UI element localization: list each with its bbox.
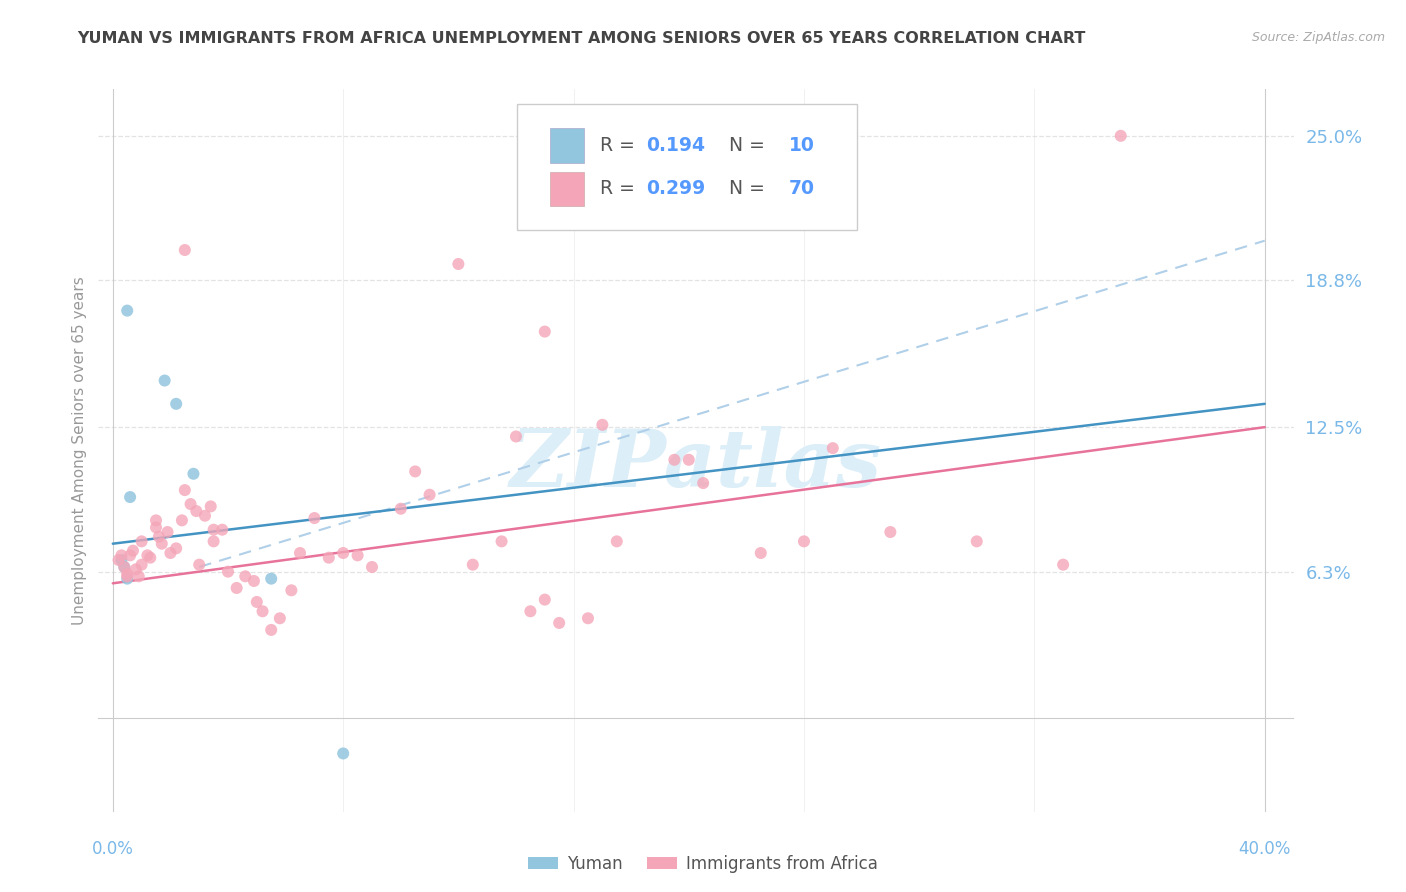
Point bbox=[318, 550, 340, 565]
Text: 10: 10 bbox=[789, 136, 815, 155]
Point bbox=[217, 565, 239, 579]
Point bbox=[447, 257, 470, 271]
Text: 0.0%: 0.0% bbox=[91, 839, 134, 858]
Point bbox=[145, 513, 167, 527]
Text: 0.299: 0.299 bbox=[645, 179, 704, 198]
Point bbox=[404, 465, 426, 479]
Text: N =: N = bbox=[717, 136, 772, 155]
FancyBboxPatch shape bbox=[550, 128, 583, 163]
Text: R =: R = bbox=[600, 179, 641, 198]
Point bbox=[1052, 558, 1074, 572]
Point bbox=[150, 537, 173, 551]
Point bbox=[188, 558, 211, 572]
Text: ZIPatlas: ZIPatlas bbox=[510, 426, 882, 504]
Point bbox=[110, 549, 132, 563]
Point bbox=[225, 581, 247, 595]
Point bbox=[269, 611, 291, 625]
FancyBboxPatch shape bbox=[550, 171, 583, 206]
Point bbox=[879, 524, 901, 539]
Point bbox=[243, 574, 266, 588]
Point bbox=[180, 497, 202, 511]
Point bbox=[260, 623, 283, 637]
Point bbox=[288, 546, 311, 560]
Point bbox=[115, 569, 138, 583]
Point bbox=[252, 604, 274, 618]
Point bbox=[202, 534, 225, 549]
Point bbox=[112, 560, 135, 574]
Point bbox=[122, 543, 145, 558]
Point bbox=[128, 569, 150, 583]
Point bbox=[678, 452, 700, 467]
Point bbox=[115, 303, 138, 318]
Point bbox=[211, 523, 233, 537]
Legend: Yuman, Immigrants from Africa: Yuman, Immigrants from Africa bbox=[522, 848, 884, 880]
Point bbox=[145, 520, 167, 534]
Point bbox=[332, 747, 354, 761]
Point bbox=[148, 530, 170, 544]
Text: Source: ZipAtlas.com: Source: ZipAtlas.com bbox=[1251, 31, 1385, 45]
Point bbox=[120, 490, 142, 504]
Point bbox=[304, 511, 326, 525]
Point bbox=[692, 476, 714, 491]
Point bbox=[749, 546, 772, 560]
Point bbox=[153, 374, 176, 388]
Point bbox=[1109, 128, 1132, 143]
Point bbox=[173, 483, 195, 497]
Point bbox=[576, 611, 599, 625]
Text: 70: 70 bbox=[789, 179, 815, 198]
Text: YUMAN VS IMMIGRANTS FROM AFRICA UNEMPLOYMENT AMONG SENIORS OVER 65 YEARS CORRELA: YUMAN VS IMMIGRANTS FROM AFRICA UNEMPLOY… bbox=[77, 31, 1085, 46]
Point bbox=[131, 534, 153, 549]
Point bbox=[505, 429, 527, 443]
Point bbox=[115, 572, 138, 586]
Y-axis label: Unemployment Among Seniors over 65 years: Unemployment Among Seniors over 65 years bbox=[72, 277, 87, 624]
Point bbox=[131, 558, 153, 572]
Point bbox=[112, 560, 135, 574]
Point bbox=[170, 513, 193, 527]
Point bbox=[461, 558, 484, 572]
FancyBboxPatch shape bbox=[517, 103, 858, 230]
Point bbox=[156, 524, 179, 539]
Point bbox=[332, 546, 354, 560]
Text: 0.194: 0.194 bbox=[645, 136, 704, 155]
Point bbox=[346, 549, 368, 563]
Point bbox=[186, 504, 208, 518]
Point bbox=[821, 441, 844, 455]
Point bbox=[173, 243, 195, 257]
Point bbox=[361, 560, 384, 574]
Point bbox=[200, 500, 222, 514]
Point bbox=[120, 549, 142, 563]
Point bbox=[125, 562, 148, 576]
Point bbox=[110, 553, 132, 567]
Point bbox=[194, 508, 217, 523]
Point bbox=[491, 534, 513, 549]
Text: N =: N = bbox=[717, 179, 772, 198]
Point bbox=[139, 550, 162, 565]
Point bbox=[548, 615, 571, 630]
Point bbox=[280, 583, 302, 598]
Point bbox=[533, 325, 555, 339]
Point bbox=[591, 417, 613, 432]
Point bbox=[233, 569, 256, 583]
Point bbox=[246, 595, 269, 609]
Point bbox=[389, 501, 412, 516]
Point bbox=[966, 534, 988, 549]
Point bbox=[165, 397, 187, 411]
Point bbox=[165, 541, 187, 556]
Point bbox=[606, 534, 628, 549]
Point bbox=[202, 523, 225, 537]
Text: 40.0%: 40.0% bbox=[1239, 839, 1291, 858]
Point bbox=[519, 604, 541, 618]
Point bbox=[136, 549, 159, 563]
Point bbox=[419, 488, 441, 502]
Point bbox=[664, 452, 686, 467]
Point bbox=[107, 553, 129, 567]
Point bbox=[159, 546, 181, 560]
Point bbox=[793, 534, 815, 549]
Text: R =: R = bbox=[600, 136, 641, 155]
Point bbox=[183, 467, 205, 481]
Point bbox=[533, 592, 555, 607]
Point bbox=[260, 572, 283, 586]
Point bbox=[115, 566, 138, 581]
